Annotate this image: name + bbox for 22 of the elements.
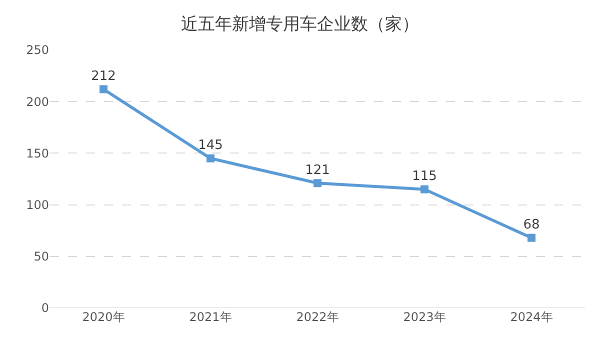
x-tick-label: 2024年 [510, 310, 553, 324]
point [528, 234, 536, 242]
y-tick-label: 0 [41, 301, 49, 316]
point [314, 179, 322, 188]
y-tick-label: 50 [34, 250, 49, 264]
data-label: 212 [91, 68, 116, 84]
data-label: 121 [305, 162, 330, 178]
point [420, 185, 428, 194]
x-tick-label: 2020年 [82, 310, 125, 324]
y-tick-label: 100 [26, 198, 49, 212]
chart-title: 近五年新增专用车企业数（家） [181, 14, 419, 34]
data-label: 145 [198, 138, 223, 154]
y-tick-label: 250 [26, 43, 49, 58]
x-tick-label: 2023年 [403, 310, 446, 324]
x-tick-label: 2021年 [189, 310, 232, 324]
x-tick-label: 2022年 [296, 310, 339, 324]
point [100, 85, 108, 94]
y-tick-label: 150 [26, 146, 49, 160]
point [206, 154, 214, 162]
data-label: 115 [412, 169, 437, 184]
data-label: 68 [523, 218, 540, 233]
y-tick-label: 200 [26, 94, 49, 109]
